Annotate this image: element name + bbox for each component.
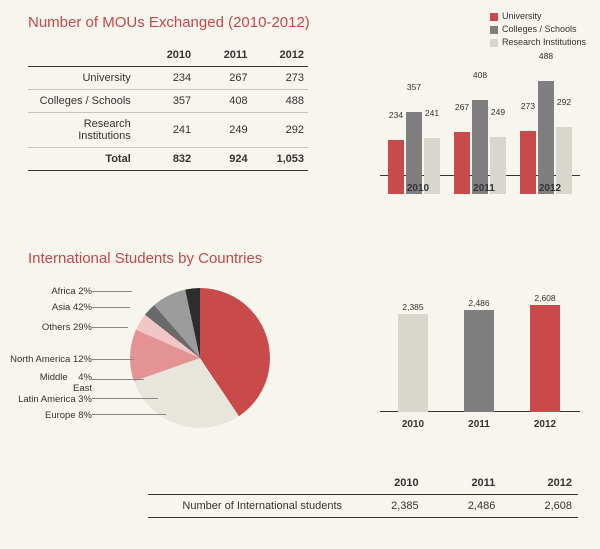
mou-bar-value: 292	[556, 97, 572, 107]
mou-bar-year: 2012	[520, 183, 580, 194]
legend-university: University	[502, 11, 542, 21]
mou-row-label: Research Institutions	[28, 113, 139, 148]
stud-rowlabel: Number of International students	[148, 495, 348, 518]
students-bar-year: 2011	[449, 419, 509, 430]
pie-leader-line	[92, 359, 134, 360]
pie-leader-line	[92, 379, 144, 380]
pie-label-others: Others 29%	[28, 322, 92, 333]
stud-val-2012: 2,608	[501, 495, 578, 518]
pie-label-na: North America 12%	[8, 354, 92, 365]
mou-cell: 273	[252, 67, 308, 90]
students-table: 2010 2011 2012 Number of International s…	[148, 472, 578, 518]
pie-leader-line	[92, 291, 132, 292]
students-bar	[530, 305, 560, 412]
stud-th-2012: 2012	[501, 472, 578, 495]
mou-bar	[472, 100, 488, 194]
students-bar-year: 2010	[383, 419, 443, 430]
mou-bar-value: 234	[388, 110, 404, 120]
stud-val-2011: 2,486	[425, 495, 502, 518]
mou-bar	[406, 112, 422, 194]
pie-leader-line	[92, 398, 158, 399]
pie-leader-line	[92, 307, 130, 308]
pie-leader-line	[92, 327, 128, 328]
mou-bar-chart: 234 357 241 2010 267 408 249 2011 273 488 292 2012	[380, 54, 580, 194]
mou-bar-value: 408	[472, 70, 488, 80]
mou-th-2011: 2011	[195, 44, 251, 67]
pie-label-asia: Asia 42%	[28, 302, 92, 313]
pie-label-la: Latin America 3%	[12, 394, 92, 405]
mou-cell: 234	[139, 67, 195, 90]
mou-th-2010: 2010	[139, 44, 195, 67]
mou-th-2012: 2012	[252, 44, 308, 67]
mou-cell: 488	[252, 90, 308, 113]
mou-bar-value: 267	[454, 102, 470, 112]
legend-research: Research Institutions	[502, 37, 586, 47]
mou-cell: 292	[252, 113, 308, 148]
pie-label-me: Middle 4% East	[18, 372, 92, 394]
students-bar-value: 2,385	[393, 302, 433, 312]
mou-bar	[538, 81, 554, 194]
mou-bar-value: 241	[424, 108, 440, 118]
mou-cell: 357	[139, 90, 195, 113]
mou-legend: University Colleges / Schools Research I…	[490, 10, 586, 49]
mou-bar-value: 357	[406, 82, 422, 92]
mou-bar-value: 273	[520, 101, 536, 111]
pie-label-eu: Europe 8%	[28, 410, 92, 421]
mou-row-label: Total	[28, 148, 139, 171]
mou-row-label: University	[28, 67, 139, 90]
stud-th-2011: 2011	[425, 472, 502, 495]
mou-bar-year: 2010	[388, 183, 448, 194]
students-bar-value: 2,608	[525, 293, 565, 303]
mou-row-label: Colleges / Schools	[28, 90, 139, 113]
mou-cell: 241	[139, 113, 195, 148]
pie-leader-line	[92, 414, 166, 415]
stud-val-2010: 2,385	[348, 495, 425, 518]
mou-cell: 249	[195, 113, 251, 148]
stud-th-2010: 2010	[348, 472, 425, 495]
mou-bar-value: 488	[538, 51, 554, 61]
mou-cell: 1,053	[252, 148, 308, 171]
students-bar-chart: 2,385 2010 2,486 2011 2,608 2012	[380, 285, 580, 430]
students-title: International Students by Countries	[28, 250, 262, 267]
students-bar-year: 2012	[515, 419, 575, 430]
mou-cell: 408	[195, 90, 251, 113]
mou-cell: 267	[195, 67, 251, 90]
mou-bar-year: 2011	[454, 183, 514, 194]
mou-title: Number of MOUs Exchanged (2010-2012)	[28, 14, 310, 31]
mou-table: 2010 2011 2012 University234267273 Colleg…	[28, 44, 308, 171]
mou-bar-value: 249	[490, 107, 506, 117]
mou-cell: 832	[139, 148, 195, 171]
mou-cell: 924	[195, 148, 251, 171]
pie-label-africa: Africa 2%	[28, 286, 92, 297]
students-bar	[464, 310, 494, 412]
legend-colleges: Colleges / Schools	[502, 24, 577, 34]
students-bar-value: 2,486	[459, 298, 499, 308]
students-bar	[398, 314, 428, 412]
